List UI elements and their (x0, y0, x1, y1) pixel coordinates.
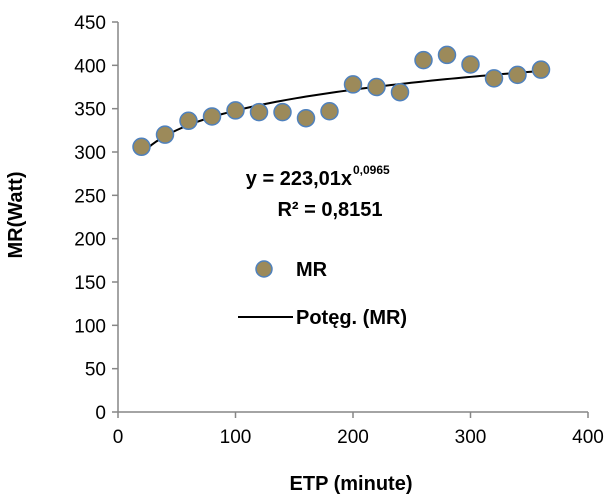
plot-area: 0 50 100 150 200 250 300 350 400 450 0 100 200 300 40… (74, 13, 604, 448)
y-axis-title: MR(Watt) (5, 171, 27, 258)
x-axis-ticks: 0 100 200 300 400 (113, 412, 604, 448)
x-tick-label: 200 (337, 427, 369, 448)
legend-label-mr: MR (296, 259, 328, 281)
data-point (343, 75, 363, 94)
y-tick-label: 0 (95, 403, 106, 424)
data-point (179, 111, 198, 131)
x-tick-label: 0 (113, 427, 124, 448)
data-point (414, 50, 433, 70)
data-point (132, 137, 151, 157)
data-point (226, 101, 245, 120)
power-trendline (140, 69, 542, 155)
y-axis-ticks: 0 50 100 150 200 250 300 350 400 450 (74, 13, 118, 424)
data-point (531, 60, 551, 79)
mr-data-points (132, 45, 551, 157)
y-tick-label: 450 (74, 13, 106, 34)
y-tick-label: 400 (74, 56, 106, 77)
data-point (484, 69, 504, 88)
data-point (367, 77, 386, 97)
data-point (249, 102, 269, 122)
equation-text: y = 223,01x (246, 168, 352, 190)
y-tick-label: 250 (74, 186, 106, 207)
y-tick-label: 100 (74, 316, 106, 337)
data-point (390, 82, 410, 102)
legend-label-trend: Potęg. (MR) (296, 307, 407, 329)
legend-marker-mr (255, 260, 273, 278)
y-tick-label: 300 (74, 143, 106, 164)
x-tick-label: 400 (572, 427, 604, 448)
x-tick-label: 100 (220, 427, 252, 448)
data-point (320, 102, 339, 121)
y-tick-label: 350 (74, 100, 106, 121)
y-tick-label: 150 (74, 273, 106, 294)
data-point (202, 107, 222, 126)
y-tick-label: 50 (85, 360, 106, 381)
data-point (508, 65, 527, 85)
legend: MR Potęg. (MR) (238, 259, 407, 329)
r-squared-text: R² = 0,8151 (277, 199, 382, 221)
y-tick-label: 200 (74, 230, 106, 251)
data-point (296, 108, 316, 128)
equation-exponent: 0,0965 (353, 163, 390, 177)
data-point (461, 55, 480, 74)
data-point (437, 45, 457, 65)
x-axis-title: ETP (minute) (290, 473, 413, 495)
data-point (155, 125, 175, 144)
trend-equation: y = 223,01x 0,0965 R² = 0,8151 (246, 163, 390, 221)
data-point (273, 102, 292, 122)
x-tick-label: 300 (455, 427, 487, 448)
